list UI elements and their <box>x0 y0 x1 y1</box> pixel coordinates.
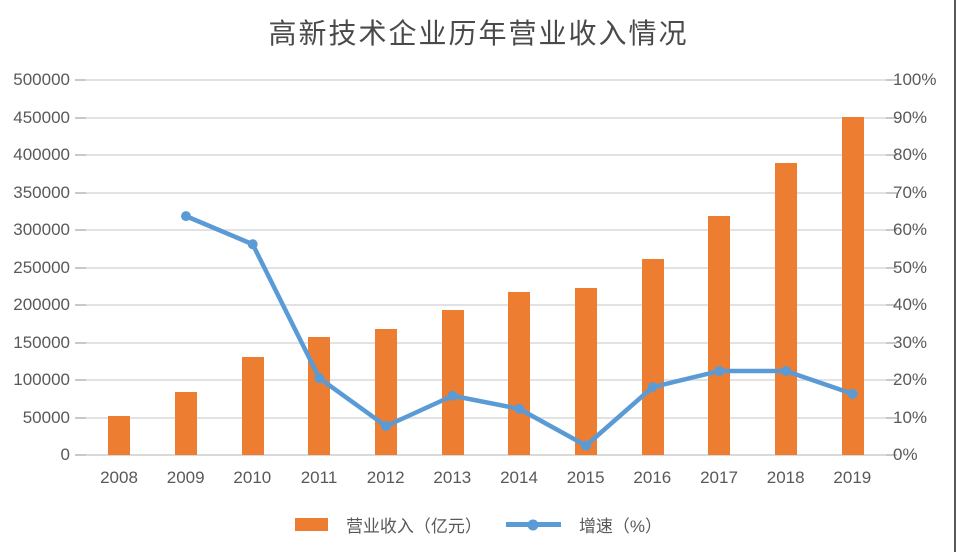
left-axis-label: 350000 <box>13 182 70 202</box>
legend-bar-swatch-icon <box>294 518 328 531</box>
growth-line-series <box>181 211 858 451</box>
x-axis-label: 2009 <box>166 468 205 487</box>
x-axis-label: 2016 <box>633 468 672 487</box>
right-tick-mark <box>886 341 897 344</box>
x-axis-label: 2017 <box>700 468 738 487</box>
right-axis-label: 10% <box>893 407 928 427</box>
right-tick-mark <box>886 229 897 231</box>
right-axis-label: 20% <box>893 370 928 389</box>
left-axis-label: 400000 <box>13 145 70 164</box>
left-tick-mark <box>75 116 86 119</box>
left-tick-mark <box>75 416 86 419</box>
bar-2016 <box>641 259 664 455</box>
gridline <box>86 304 886 306</box>
growth-point-marker <box>314 373 325 384</box>
right-axis-label: 50% <box>893 257 928 277</box>
bar-2018 <box>775 163 797 455</box>
bar-2017 <box>708 216 731 455</box>
left-axis-label: 500000 <box>13 70 70 89</box>
gridline <box>86 341 886 344</box>
right-tick-mark <box>886 266 897 269</box>
bar-2009 <box>175 392 197 455</box>
gridline <box>86 191 886 194</box>
x-axis-label: 2008 <box>100 468 138 487</box>
plot-area <box>86 79 886 456</box>
left-tick-mark <box>75 229 86 231</box>
left-tick-mark <box>75 341 86 344</box>
left-tick-mark <box>75 454 86 456</box>
legend: 营业收入（亿元） 增速（%） <box>0 512 957 537</box>
right-axis-label: 70% <box>893 182 928 202</box>
x-axis-label: 2010 <box>233 468 272 487</box>
left-axis-label: 450000 <box>13 107 70 127</box>
gridline <box>86 454 886 456</box>
x-axis-label: 2015 <box>566 468 605 487</box>
right-axis-label: 0% <box>893 445 918 464</box>
growth-point-marker <box>647 382 658 393</box>
growth-point-marker <box>514 403 525 414</box>
right-tick-mark <box>886 154 897 156</box>
right-tick-mark <box>886 304 897 306</box>
bar-2010 <box>241 357 264 455</box>
gridline <box>86 229 886 231</box>
left-axis-label: 50000 <box>22 407 70 427</box>
legend-bar-label: 营业收入（亿元） <box>345 517 482 536</box>
growth-point-marker <box>447 390 458 401</box>
bar-2008 <box>108 416 131 455</box>
x-axis-label: 2011 <box>300 468 338 487</box>
left-tick-mark <box>75 266 86 269</box>
right-tick-mark <box>886 116 897 119</box>
left-tick-mark <box>75 379 86 381</box>
x-axis-label: 2013 <box>433 468 472 487</box>
gridline <box>86 79 886 81</box>
left-axis-label: 200000 <box>13 295 70 314</box>
x-axis-label: 2014 <box>500 468 538 487</box>
left-tick-mark <box>75 304 86 306</box>
growth-point-marker <box>781 366 791 376</box>
left-tick-mark <box>75 154 86 156</box>
growth-point-marker <box>381 421 391 432</box>
left-tick-mark <box>75 79 86 81</box>
gridline <box>86 266 886 269</box>
right-border-line <box>954 0 956 552</box>
bar-2019 <box>841 117 864 455</box>
right-tick-mark <box>886 454 897 456</box>
x-axis-label: 2012 <box>366 468 405 487</box>
legend-line-label: 增速（%） <box>578 517 663 536</box>
legend-line-swatch-icon <box>505 519 561 530</box>
bar-2013 <box>441 309 464 455</box>
right-axis-label: 80% <box>893 145 928 164</box>
gridline <box>86 379 886 381</box>
growth-point-marker <box>581 440 591 451</box>
gridline <box>86 116 886 119</box>
bar-2015 <box>575 288 597 455</box>
right-tick-mark <box>886 79 897 81</box>
x-axis-label: 2018 <box>766 468 805 487</box>
right-tick-mark <box>886 379 897 381</box>
right-axis-label: 90% <box>893 107 928 127</box>
right-axis-label: 30% <box>893 332 928 352</box>
growth-point-marker <box>181 211 191 222</box>
growth-point-marker <box>847 388 858 399</box>
right-axis-label: 60% <box>893 220 928 239</box>
growth-point-marker <box>247 239 258 250</box>
left-axis-label: 250000 <box>13 257 70 277</box>
right-tick-mark <box>886 416 897 419</box>
x-axis-label: 2019 <box>833 468 872 487</box>
chart-title: 高新技术企业历年营业收入情况 <box>268 17 689 50</box>
left-tick-mark <box>75 191 86 194</box>
right-axis-label: 100% <box>893 70 937 89</box>
left-axis-label: 100000 <box>13 370 70 389</box>
right-axis-label: 40% <box>893 295 928 314</box>
growth-point-marker <box>714 366 725 376</box>
left-axis-label: 300000 <box>13 220 70 239</box>
left-axis-label: 0 <box>60 445 70 464</box>
legend-line-marker-icon <box>527 519 539 530</box>
left-axis-label: 150000 <box>13 332 70 352</box>
gridline <box>86 154 886 156</box>
right-tick-mark <box>886 191 897 194</box>
gridline <box>86 416 886 419</box>
